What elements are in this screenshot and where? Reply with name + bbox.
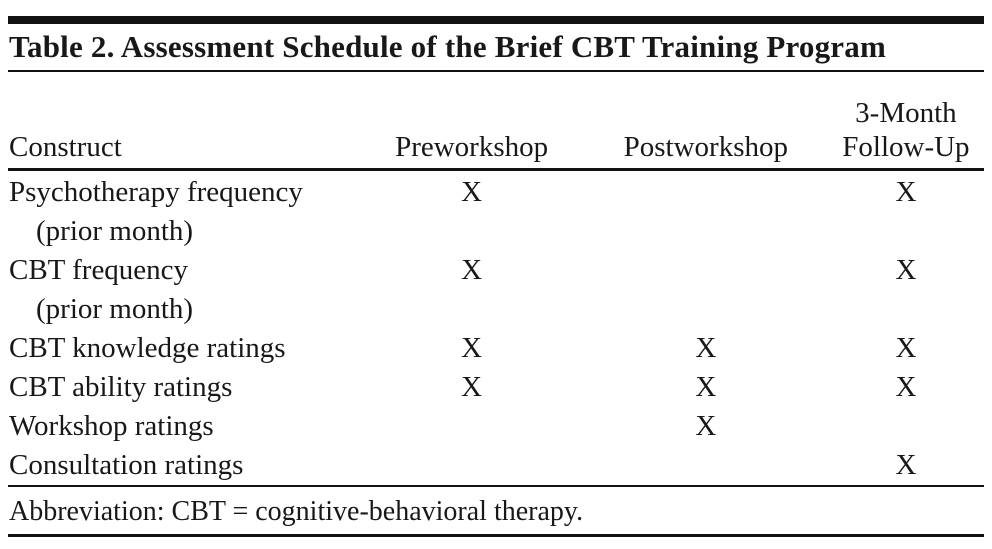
cell-preworkshop-mark: X [461,332,483,364]
cell-preworkshop-mark: X [461,254,483,286]
cell-preworkshop-mark: X [461,371,483,403]
cell-construct: Psychotherapy frequency [9,176,303,208]
table-row: Workshop ratings X [8,407,984,446]
cell-construct: Workshop ratings [9,410,214,442]
table-row-continuation: (prior month) [8,290,984,329]
cell-postworkshop-mark: X [695,371,717,403]
cell-followup-mark: X [895,371,917,403]
cell-postworkshop-mark [584,212,828,251]
cell-followup-mark: X [895,332,917,364]
table-title: Table 2. Assessment Schedule of the Brie… [9,29,886,64]
cell-followup-mark [828,290,984,329]
cell-preworkshop-mark: X [461,176,483,208]
cell-postworkshop-mark [584,290,828,329]
cell-postworkshop-mark [583,446,828,487]
table-row: Psychotherapy frequency X X [8,170,984,213]
title-separator-rule [8,70,984,72]
paper-table-figure: Table 2. Assessment Schedule of the Brie… [8,16,984,537]
cell-postworkshop-mark: X [695,410,717,442]
table-row: CBT knowledge ratings X X X [8,329,984,368]
assessment-schedule-table: Construct Preworkshop Postworkshop 3-Mon… [8,72,984,487]
table-row: CBT ability ratings X X X [8,368,984,407]
column-header-construct: Construct [8,72,360,171]
cell-followup-mark: X [895,254,917,286]
cell-followup-mark: X [827,446,984,487]
column-header-followup-line2: Follow-Up [842,131,970,163]
cell-postworkshop-mark: X [695,332,717,364]
column-header-followup-line1: 3-Month [855,97,957,129]
cell-postworkshop-mark [584,251,828,290]
cell-postworkshop-mark [584,170,828,213]
cell-preworkshop-mark [359,290,583,329]
table-row: CBT frequency X X [8,251,984,290]
table-header-row: Construct Preworkshop Postworkshop 3-Mon… [8,72,984,171]
cell-construct: (prior month) [36,293,194,325]
cell-construct: Consultation ratings [8,446,360,487]
cell-construct: CBT frequency [9,254,189,286]
table-row-continuation: (prior month) [8,212,984,251]
cell-preworkshop-mark [359,446,584,487]
column-header-postworkshop: Postworkshop [583,72,828,171]
cell-preworkshop-mark [359,407,583,446]
column-header-preworkshop: Preworkshop [359,72,584,171]
column-header-followup: 3-Month Follow-Up [827,72,984,171]
cell-construct: CBT knowledge ratings [9,332,286,364]
cell-followup-mark [828,212,984,251]
cell-construct: (prior month) [36,215,194,247]
cell-followup-mark: X [895,176,917,208]
cell-construct: CBT ability ratings [9,371,233,403]
cell-followup-mark [828,407,984,446]
table-footnote: Abbreviation: CBT = cognitive-behavioral… [8,487,984,537]
table-top-rule [8,16,984,24]
table-row: Consultation ratings X [8,446,984,487]
cell-preworkshop-mark [359,212,583,251]
